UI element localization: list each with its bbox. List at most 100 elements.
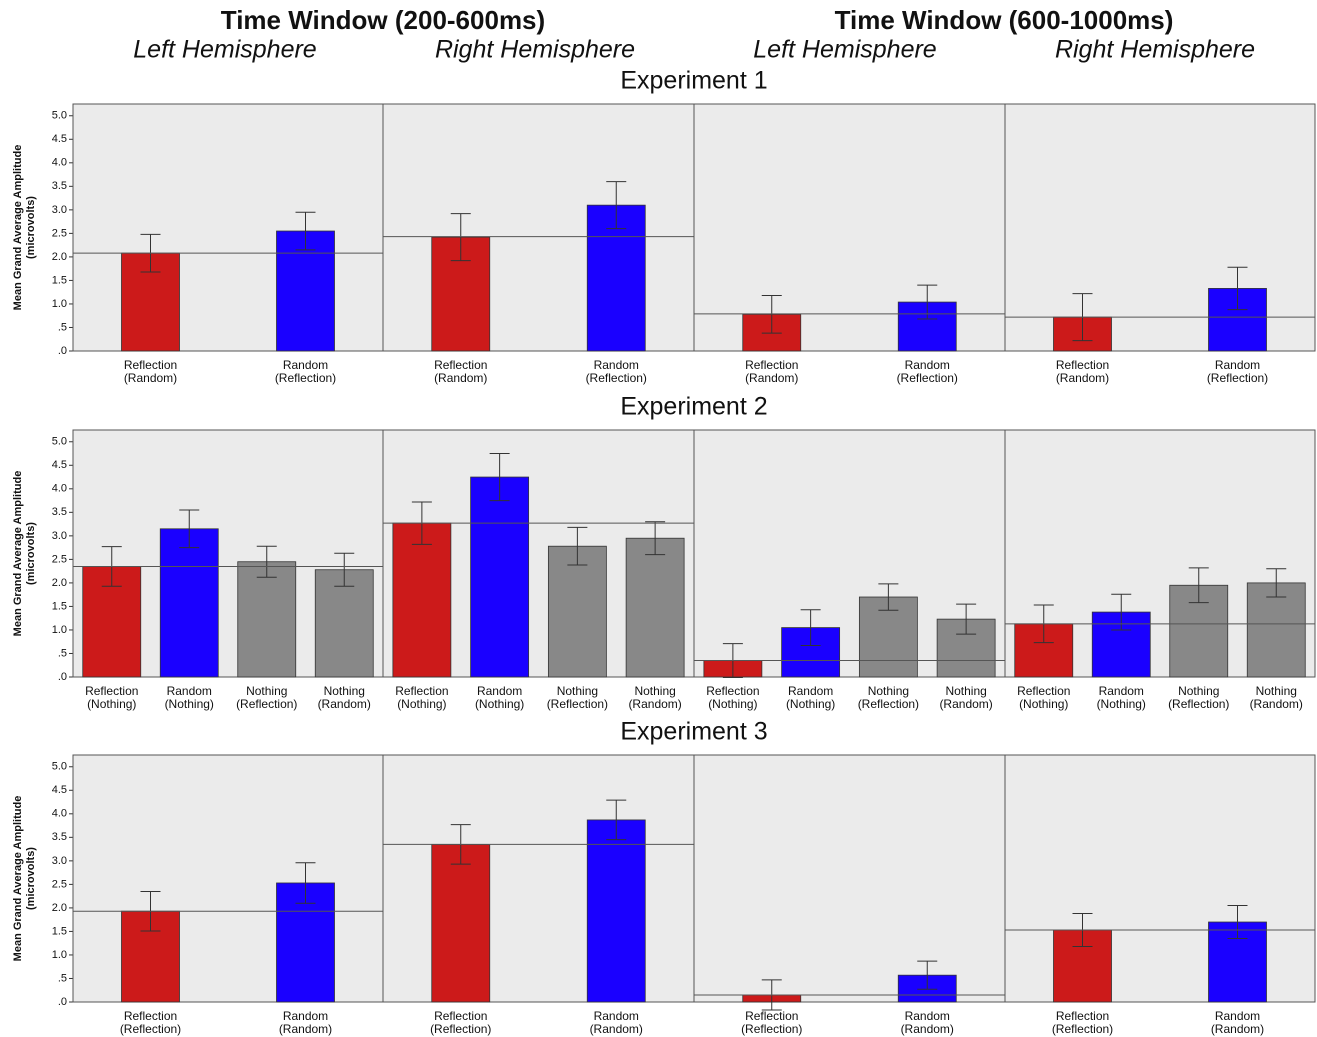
x-tick-label: (Random) xyxy=(279,1022,332,1036)
y-tick-label: 3.5 xyxy=(52,831,67,843)
x-tick-label: (Reflection) xyxy=(858,697,919,711)
y-axis-label: Mean Grand Average Amplitude xyxy=(12,796,24,962)
x-tick-label: Reflection xyxy=(434,358,487,372)
error-bar xyxy=(334,552,355,587)
y-tick-label: .5 xyxy=(58,321,67,333)
bar xyxy=(237,561,297,678)
x-tick-label: (Nothing) xyxy=(786,697,835,711)
y-tick-label: 2.0 xyxy=(52,577,67,589)
x-tick-label: (Reflection) xyxy=(1207,371,1268,385)
x-tick-label: (Reflection) xyxy=(236,697,297,711)
y-tick-label: 4.0 xyxy=(52,157,67,169)
y-tick-label: 1.5 xyxy=(52,274,67,286)
error-bar xyxy=(567,526,588,566)
y-tick-label: 3.5 xyxy=(52,506,67,518)
x-tick-label: Reflection xyxy=(124,358,177,372)
y-tick-label: 1.0 xyxy=(52,624,67,636)
bar xyxy=(276,230,335,352)
x-tick-label: (Reflection) xyxy=(547,697,608,711)
window-title: Time Window (600-1000ms) xyxy=(835,5,1174,35)
x-tick-label: Random xyxy=(1215,1009,1260,1023)
experiment-title: Experiment 1 xyxy=(620,67,767,95)
x-tick-label: (Nothing) xyxy=(165,697,214,711)
x-tick-label: (Reflection) xyxy=(120,1022,181,1036)
bar xyxy=(392,522,452,678)
y-tick-label: 2.5 xyxy=(52,553,67,565)
x-tick-label: Reflection xyxy=(745,1009,798,1023)
x-tick-label: (Reflection) xyxy=(430,1022,491,1036)
panel-background xyxy=(72,754,384,1003)
error-bar xyxy=(878,583,899,611)
hemisphere-label: Left Hemisphere xyxy=(753,36,936,64)
x-tick-label: (Random) xyxy=(124,371,177,385)
x-tick-label: Nothing xyxy=(634,684,675,698)
x-tick-label: Random xyxy=(477,684,522,698)
y-tick-label: .5 xyxy=(58,647,67,659)
x-tick-label: (Reflection) xyxy=(897,371,958,385)
x-tick-label: Reflection xyxy=(124,1009,177,1023)
y-axis-label: (microvolts) xyxy=(25,847,37,910)
panel-background xyxy=(382,103,695,352)
x-tick-label: (Reflection) xyxy=(741,1022,802,1036)
x-tick-label: (Random) xyxy=(939,697,992,711)
x-tick-label: (Reflection) xyxy=(1168,697,1229,711)
x-tick-label: Nothing xyxy=(324,684,365,698)
error-bar xyxy=(800,609,821,646)
x-tick-label: Reflection xyxy=(745,358,798,372)
x-tick-label: (Random) xyxy=(628,697,681,711)
x-tick-label: (Nothing) xyxy=(708,697,757,711)
x-tick-label: (Random) xyxy=(901,1022,954,1036)
x-tick-label: Random xyxy=(905,1009,950,1023)
bar xyxy=(547,545,607,678)
x-tick-label: (Reflection) xyxy=(586,371,647,385)
x-tick-label: Reflection xyxy=(434,1009,487,1023)
x-tick-label: Reflection xyxy=(706,684,759,698)
y-tick-label: 2.5 xyxy=(52,227,67,239)
error-bar xyxy=(917,960,938,990)
y-tick-label: 1.5 xyxy=(52,600,67,612)
x-tick-label: (Random) xyxy=(434,371,487,385)
y-axis-label: Mean Grand Average Amplitude xyxy=(12,471,24,637)
y-tick-label: 5.0 xyxy=(52,110,67,122)
x-tick-label: (Nothing) xyxy=(1097,697,1146,711)
experiment-title: Experiment 2 xyxy=(620,393,767,421)
y-tick-label: 2.0 xyxy=(52,902,67,914)
error-bar xyxy=(606,181,627,230)
x-tick-label: Random xyxy=(905,358,950,372)
hemisphere-label: Left Hemisphere xyxy=(133,36,316,64)
x-tick-label: (Random) xyxy=(1211,1022,1264,1036)
error-bar xyxy=(606,799,627,841)
x-tick-label: Random xyxy=(788,684,833,698)
hemisphere-label: Right Hemisphere xyxy=(435,36,635,64)
x-tick-label: Nothing xyxy=(1178,684,1219,698)
x-tick-label: Reflection xyxy=(1056,1009,1109,1023)
bar xyxy=(314,569,374,678)
error-bar xyxy=(645,521,666,556)
panel-background xyxy=(693,754,1006,1003)
error-bar xyxy=(179,509,200,549)
y-tick-label: 4.5 xyxy=(52,133,67,145)
y-tick-label: 1.0 xyxy=(52,949,67,961)
window-title: Time Window (200-600ms) xyxy=(221,5,545,35)
x-tick-label: Random xyxy=(594,358,639,372)
x-tick-label: (Nothing) xyxy=(1019,697,1068,711)
x-tick-label: (Random) xyxy=(1250,697,1303,711)
x-tick-label: Nothing xyxy=(1256,684,1297,698)
panel-background xyxy=(1004,754,1316,1003)
error-bar xyxy=(1188,567,1209,604)
experiment-title: Experiment 3 xyxy=(620,718,767,746)
y-axis-label: Mean Grand Average Amplitude xyxy=(12,145,24,311)
x-tick-label: Reflection xyxy=(85,684,138,698)
x-tick-label: (Reflection) xyxy=(275,371,336,385)
y-tick-label: .0 xyxy=(58,345,67,357)
x-tick-label: Reflection xyxy=(1056,358,1109,372)
panel-background xyxy=(72,103,384,352)
y-tick-label: 4.5 xyxy=(52,459,67,471)
x-tick-label: Random xyxy=(283,1009,328,1023)
error-bar xyxy=(956,603,977,635)
y-tick-label: 2.5 xyxy=(52,878,67,890)
y-tick-label: 5.0 xyxy=(52,761,67,773)
y-tick-label: 3.0 xyxy=(52,204,67,216)
y-tick-label: 4.0 xyxy=(52,808,67,820)
